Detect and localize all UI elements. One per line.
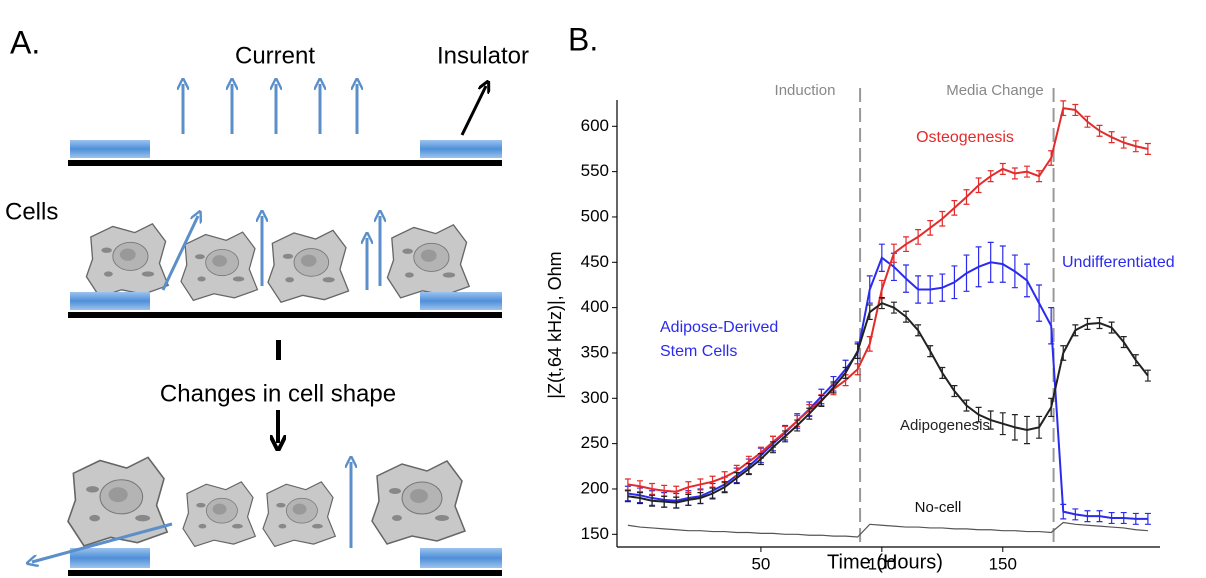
y-tick-label: 350 [581, 342, 609, 361]
y-tick-label: 300 [581, 388, 609, 407]
electrode [420, 548, 502, 568]
current-arrows [183, 84, 357, 134]
y-axis-label: |Z(t,64 kHz)|, Ohm [545, 251, 565, 398]
x-axis-label: Time (Hours) [827, 551, 943, 573]
series-line [627, 521, 1148, 538]
x-tick-label: 100 [868, 554, 896, 573]
series-label: Adipogenesis [900, 417, 990, 434]
label: Cells [5, 198, 58, 225]
pointer-arrow [460, 86, 486, 136]
substrate [68, 570, 502, 576]
series-label: Osteogenesis [916, 129, 1014, 146]
current-arrows [161, 216, 380, 291]
electrode [70, 140, 150, 158]
y-tick-label: 450 [581, 252, 609, 271]
annotation: Adipose-Derived [660, 319, 778, 336]
row-2 [68, 216, 502, 318]
y-tick-label: 200 [581, 478, 609, 497]
row-3 [32, 457, 502, 576]
event-label: Media Change [946, 82, 1044, 99]
y-tick-label: 250 [581, 433, 609, 452]
error-bar [624, 490, 631, 503]
label: Current [235, 42, 315, 69]
series-line [627, 107, 1149, 493]
panel-a: A. Current Insulator Cells Changes in ce… [5, 24, 529, 576]
label: Insulator [437, 42, 529, 69]
series-line [627, 301, 1149, 504]
panel-b: B. Time (Hours) |Z(t,64 kHz)|, Ohm 150 20… [545, 21, 1175, 573]
series-label: No-cell [915, 499, 962, 516]
panel-label: A. [10, 24, 40, 60]
current-arrows [32, 462, 351, 562]
series-line [627, 256, 1148, 520]
error-bar [1144, 512, 1151, 525]
electrode [420, 140, 502, 158]
error-bar [624, 478, 631, 491]
electrode [70, 292, 150, 310]
panel-label: B. [568, 21, 598, 57]
substrate [68, 312, 502, 318]
y-tick-label: 550 [581, 161, 609, 180]
event-label: Induction [775, 82, 836, 99]
y-tick-label: 600 [581, 116, 609, 135]
x-tick-label: 150 [989, 554, 1017, 573]
y-tick-label: 150 [581, 524, 609, 543]
series-label: Undifferentiated [1062, 254, 1175, 271]
label: Changes in cell shape [160, 380, 396, 407]
substrate [68, 160, 502, 166]
error-bar [1144, 142, 1151, 156]
y-tick-label: 400 [581, 297, 609, 316]
dash [276, 340, 281, 360]
error-bar [1144, 369, 1151, 382]
y-tick-label: 500 [581, 206, 609, 225]
annotation: Stem Cells [660, 343, 737, 360]
electrode [70, 548, 150, 568]
electrode [420, 292, 502, 310]
x-tick-label: 50 [751, 554, 770, 573]
row-1 [68, 84, 502, 166]
